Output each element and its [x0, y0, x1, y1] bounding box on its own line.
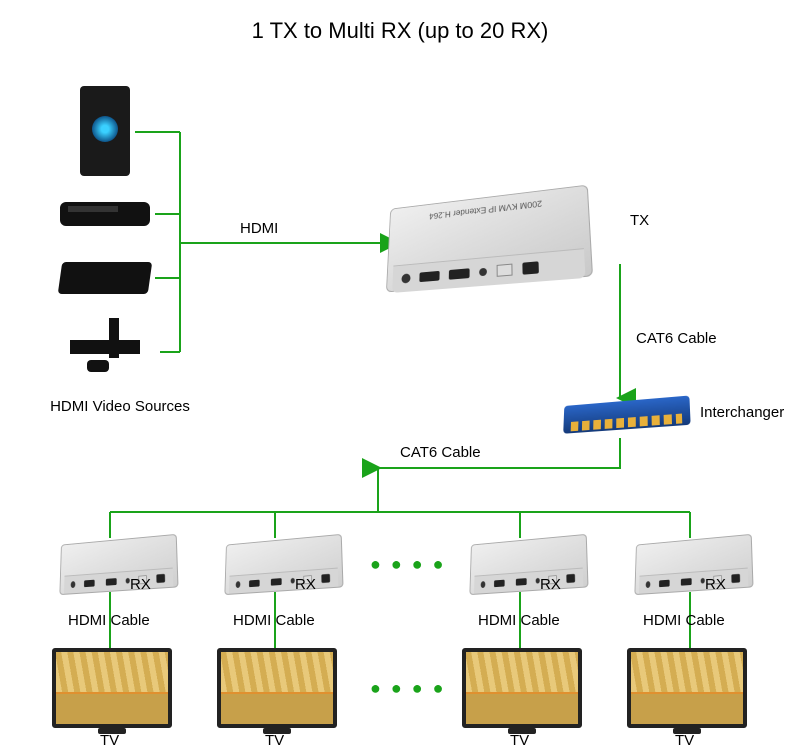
ellipsis-rx: ●●●● — [370, 554, 454, 575]
hdmi-cable-label: HDMI Cable — [68, 612, 150, 629]
rx-extender — [224, 534, 343, 595]
rx-label: RX — [130, 576, 151, 593]
ellipsis-tv: ●●●● — [370, 678, 454, 699]
rx-label: RX — [295, 576, 316, 593]
source-pc-tower — [80, 86, 130, 176]
source-dvd-player — [60, 202, 150, 226]
source-game-console — [55, 330, 155, 376]
tv-display — [217, 648, 337, 728]
rx-extender — [59, 534, 178, 595]
rx-extender — [634, 534, 753, 595]
tx-top-text: 200M KVM IP Extender H.264 — [390, 193, 587, 225]
network-switch — [563, 395, 690, 433]
rx-extender — [469, 534, 588, 595]
hdmi-cable-label: HDMI Cable — [233, 612, 315, 629]
rx-label: RX — [540, 576, 561, 593]
hdmi-cable-label: HDMI Cable — [478, 612, 560, 629]
cat6-down-label: CAT6 Cable — [636, 330, 717, 347]
tx-label: TX — [630, 212, 649, 229]
cat6-left-label: CAT6 Cable — [400, 444, 481, 461]
interchanger-label: Interchanger — [700, 404, 784, 421]
tv-display — [52, 648, 172, 728]
tv-label: TV — [675, 732, 694, 748]
diagram-title: 1 TX to Multi RX (up to 20 RX) — [0, 18, 800, 44]
hdmi-label: HDMI — [240, 220, 278, 237]
tv-label: TV — [265, 732, 284, 748]
tv-label: TV — [100, 732, 119, 748]
tv-label: TV — [510, 732, 529, 748]
rx-label: RX — [705, 576, 726, 593]
source-settop-box — [58, 262, 152, 294]
tv-display — [462, 648, 582, 728]
sources-label: HDMI Video Sources — [30, 398, 210, 415]
tv-display — [627, 648, 747, 728]
hdmi-cable-label: HDMI Cable — [643, 612, 725, 629]
tx-extender: 200M KVM IP Extender H.264 — [386, 185, 593, 293]
